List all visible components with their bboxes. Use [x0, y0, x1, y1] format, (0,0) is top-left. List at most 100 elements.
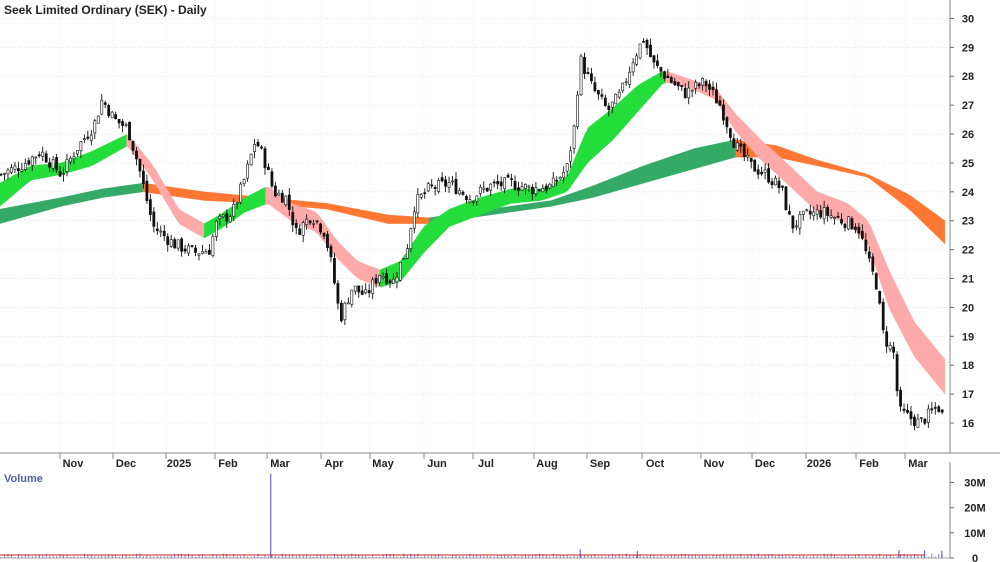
long-term-ribbon-segment	[580, 188, 585, 201]
candle-body	[58, 171, 62, 177]
candle-body	[913, 416, 916, 426]
long-term-ribbon-segment	[653, 160, 659, 181]
short-term-ribbon-segment	[772, 149, 777, 175]
short-term-ribbon-segment	[367, 264, 373, 285]
candle-body	[690, 89, 694, 92]
candle-body	[190, 245, 194, 247]
candle-body	[600, 94, 604, 97]
long-term-ribbon-segment	[383, 213, 389, 224]
candle-body	[409, 228, 413, 249]
long-term-ribbon-segment	[7, 206, 13, 222]
candle-body	[166, 236, 170, 245]
candle-body	[221, 214, 225, 218]
candle-body	[326, 234, 329, 248]
candle-body	[121, 121, 124, 126]
candle-body	[728, 128, 732, 138]
candle-body	[204, 251, 208, 254]
short-term-ribbon-segment	[298, 205, 303, 227]
candle-body	[433, 187, 437, 189]
long-term-ribbon-segment	[608, 177, 614, 194]
long-term-ribbon-segment	[563, 194, 569, 204]
candle-body	[468, 199, 472, 203]
long-term-ribbon-segment	[334, 204, 340, 213]
price-tick-label: 18	[962, 360, 974, 372]
candle-body	[367, 290, 371, 294]
short-term-ribbon-segment	[355, 258, 360, 280]
short-term-ribbon-segment	[457, 204, 462, 224]
short-term-ribbon-segment	[428, 219, 434, 248]
candle-body	[881, 301, 885, 331]
candle-body	[899, 389, 902, 407]
long-term-ribbon-segment	[833, 164, 838, 171]
candle-body	[746, 155, 750, 158]
long-term-ribbon-segment	[706, 144, 712, 166]
candle-body	[704, 80, 708, 87]
time-axis: Nov Dec 2025 Feb Mar Apr May Jun Jul Aug Sep Oct Nov…	[59, 453, 928, 470]
candle-body	[760, 171, 764, 175]
short-term-ribbon-segment	[269, 187, 274, 209]
candle-body	[676, 81, 680, 87]
long-term-ribbon-segment	[637, 166, 642, 186]
candle-body	[263, 148, 267, 169]
long-term-ribbon-segment	[57, 197, 62, 208]
candle-body	[159, 230, 163, 233]
long-term-ribbon-segment	[338, 205, 344, 214]
short-term-ribbon-segment	[800, 175, 806, 201]
long-term-ribbon-segment	[919, 201, 924, 224]
candle-body	[308, 220, 312, 224]
candle-body	[777, 180, 781, 188]
candle-body	[294, 223, 298, 229]
short-term-ribbon-segment	[359, 261, 364, 282]
short-term-ribbon-segment	[935, 347, 940, 389]
candle-body	[194, 247, 197, 253]
price-tick-label: 27	[962, 100, 974, 112]
candle-body	[65, 158, 69, 172]
short-term-ribbon-segment	[481, 195, 487, 215]
candle-body	[412, 211, 416, 229]
long-term-ribbon-segment	[48, 198, 54, 211]
candle-body	[305, 218, 309, 226]
long-term-ribbon-segment	[73, 193, 78, 204]
candle-body	[10, 167, 13, 173]
candle-body	[489, 183, 493, 191]
candle-body	[680, 85, 684, 88]
long-term-ribbon-segment	[85, 191, 91, 202]
price-tick-label: 24	[962, 187, 975, 199]
short-term-ribbon-segment	[441, 211, 446, 236]
long-term-ribbon-segment	[694, 147, 699, 169]
candle-body	[79, 141, 83, 152]
short-term-ribbon-segment	[510, 188, 516, 204]
candle-body	[270, 171, 274, 187]
short-term-ribbon-segment	[97, 146, 103, 163]
candle-body	[569, 150, 573, 162]
candle-body	[173, 239, 177, 249]
long-term-ribbon-segment	[314, 202, 319, 209]
short-term-ribbon-segment	[118, 136, 123, 152]
long-term-ribbon-segment	[216, 192, 221, 202]
long-term-ribbon-segment	[510, 205, 516, 213]
long-term-ribbon-segment	[641, 164, 646, 184]
candle-body	[256, 142, 260, 147]
long-term-ribbon-segment	[518, 204, 524, 212]
short-term-ribbon-segment	[249, 193, 254, 211]
long-term-ribbon-segment	[841, 166, 847, 173]
candle-body	[291, 212, 295, 226]
candle-body	[312, 223, 316, 225]
candle-body	[867, 251, 871, 259]
candle-body	[364, 289, 368, 294]
candle-body	[534, 187, 538, 194]
short-term-ribbon-segment	[853, 208, 859, 235]
candle-body	[524, 183, 527, 189]
long-term-ribbon-segment	[673, 153, 679, 175]
candle-body	[829, 215, 833, 218]
candle-body	[840, 219, 843, 224]
candle-body	[402, 258, 406, 260]
candle-body	[555, 179, 559, 182]
candle-body	[260, 146, 263, 149]
long-term-ribbon-segment	[506, 206, 511, 213]
price-tick-label: 25	[962, 158, 974, 170]
candle-body	[242, 179, 246, 184]
candle-body	[808, 210, 812, 215]
short-term-ribbon-segment	[257, 188, 262, 208]
candle-body	[836, 215, 840, 218]
